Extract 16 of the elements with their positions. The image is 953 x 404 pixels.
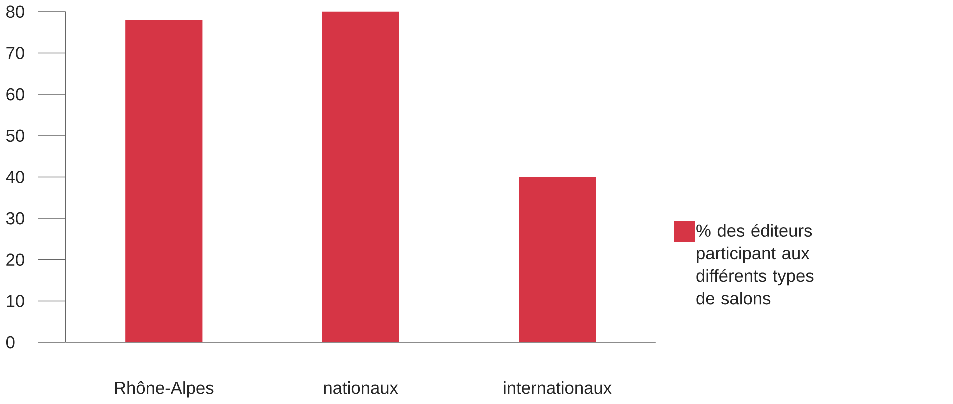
- y-tick-label: 80: [6, 6, 24, 18]
- x-tick-label: nationaux: [324, 382, 398, 394]
- y-tick-label: 60: [6, 88, 24, 101]
- y-tick-label: 10: [7, 295, 24, 308]
- y-tick-label: 70: [6, 47, 24, 60]
- x-tick-label: internationaux: [504, 382, 612, 394]
- bar: [519, 177, 596, 343]
- y-tick-label: 40: [6, 171, 24, 184]
- y-tick-label: 30: [6, 212, 24, 225]
- y-tick-label: 0: [6, 336, 15, 349]
- bar: [126, 20, 203, 343]
- y-tick-label: 20: [6, 254, 24, 266]
- bar: [322, 12, 400, 343]
- y-tick-label: 50: [6, 130, 24, 142]
- legend-label: % des éditeurs participant aux différents types de salons: [696, 224, 814, 305]
- x-tick-label: Rhône-Alpes: [115, 382, 214, 398]
